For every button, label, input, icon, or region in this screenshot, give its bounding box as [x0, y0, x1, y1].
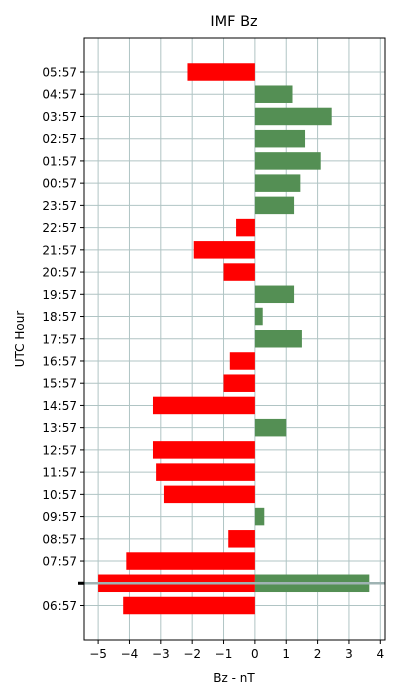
bar: [153, 441, 255, 459]
bar: [255, 419, 286, 437]
bar: [255, 197, 294, 215]
y-tick-label: 21:57: [42, 243, 77, 257]
y-tick-label: 05:57: [42, 66, 77, 80]
y-tick-label: 23:57: [42, 199, 77, 213]
x-ticks: −5 −4 −3 −2 −1 0 1 2 3 4: [89, 640, 384, 661]
bar: [255, 330, 302, 348]
y-tick-label: 10:57: [42, 488, 77, 502]
y-tick-label: 06:57: [42, 599, 77, 613]
x-axis-label: Bz - nT: [213, 671, 255, 685]
bar: [255, 130, 305, 148]
bar: [236, 219, 255, 237]
bar: [228, 530, 255, 548]
chart-title: IMF Bz: [210, 14, 257, 30]
bar: [126, 552, 255, 570]
y-tick-label: 01:57: [42, 154, 77, 168]
bar: [187, 63, 254, 81]
bar: [153, 397, 255, 415]
x-tick-label: −4: [121, 647, 139, 661]
bar: [230, 352, 255, 370]
x-tick-label: 3: [345, 647, 353, 661]
y-tick-label: 11:57: [42, 466, 77, 480]
y-tick-label: 03:57: [42, 110, 77, 124]
bar: [224, 263, 255, 281]
y-tick-label: 00:57: [42, 177, 77, 191]
y-tick-label: 18:57: [42, 310, 77, 324]
y-ticks: 06:57 07:57 08:57 09:57 10:57 11:57 12:57 13:57…: [42, 66, 84, 614]
y-tick-label: 13:57: [42, 421, 77, 435]
x-tick-label: −5: [89, 647, 107, 661]
bar: [255, 108, 332, 126]
y-tick-label: 17:57: [42, 332, 77, 346]
y-tick-label: 07:57: [42, 555, 77, 569]
y-tick-label: 19:57: [42, 288, 77, 302]
x-tick-label: −1: [215, 647, 233, 661]
bar: [164, 486, 255, 504]
bar: [123, 597, 255, 615]
grid: [84, 38, 385, 640]
bar: [255, 308, 263, 326]
y-tick-label: 14:57: [42, 399, 77, 413]
bar: [255, 508, 264, 526]
bar: [255, 85, 293, 103]
y-tick-label: 16:57: [42, 354, 77, 368]
y-tick-label: 20:57: [42, 266, 77, 280]
x-tick-label: 2: [314, 647, 322, 661]
x-tick-label: −3: [152, 647, 170, 661]
y-tick-label: 09:57: [42, 510, 77, 524]
y-axis-label: UTC Hour: [13, 311, 27, 368]
x-tick-label: −2: [183, 647, 201, 661]
bar: [224, 374, 255, 392]
y-tick-label: 22:57: [42, 221, 77, 235]
bar: [255, 152, 321, 170]
y-tick-label: 15:57: [42, 377, 77, 391]
bar: [255, 174, 300, 192]
x-tick-label: 0: [251, 647, 259, 661]
bar: [156, 463, 255, 481]
x-tick-label: 4: [376, 647, 384, 661]
y-tick-label: 04:57: [42, 88, 77, 102]
y-tick-label: 12:57: [42, 443, 77, 457]
bar: [194, 241, 255, 258]
x-tick-label: 1: [282, 647, 290, 661]
y-tick-label: 02:57: [42, 132, 77, 146]
bar: [255, 286, 294, 304]
y-tick-label: 08:57: [42, 532, 77, 546]
